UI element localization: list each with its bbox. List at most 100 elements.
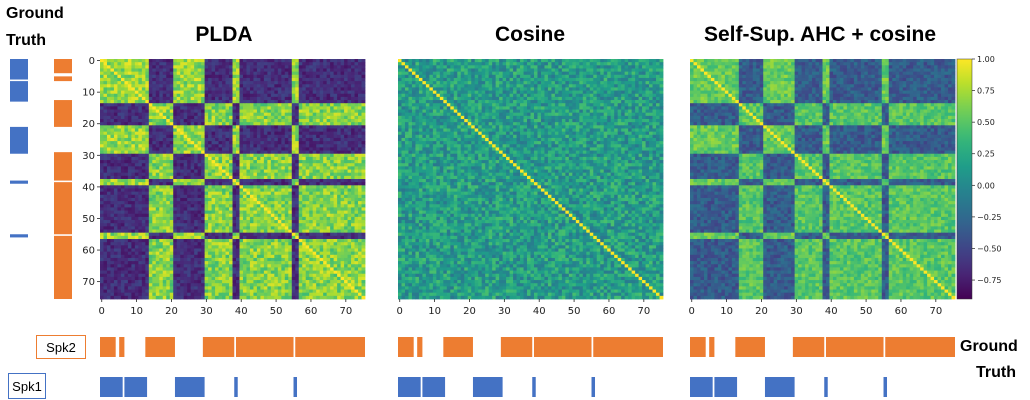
heatmap-cell (187, 90, 192, 95)
heatmap-cell (347, 134, 352, 139)
heatmap-cell (148, 232, 153, 237)
heatmap-cell (358, 232, 362, 237)
heatmap-cell (169, 153, 174, 158)
heatmap-cell (267, 179, 272, 183)
heatmap-cell (190, 210, 195, 215)
heatmap-cell (312, 182, 317, 186)
heatmap-cell (288, 166, 293, 170)
heatmap-cell (288, 93, 293, 98)
heatmap-cell (194, 68, 199, 73)
heatmap-cell (218, 87, 223, 91)
heatmap-cell (277, 251, 282, 256)
heatmap-cell (344, 71, 348, 76)
heatmap-cell (204, 109, 209, 114)
heatmap-cell (340, 242, 345, 246)
heatmap-cell (312, 81, 317, 85)
heatmap-cell (106, 179, 111, 183)
heatmap-cell (145, 131, 150, 136)
heatmap-cell (323, 141, 328, 145)
heatmap-cell (239, 264, 244, 268)
heatmap-cell (229, 134, 233, 139)
heatmap-cell (302, 103, 307, 107)
heatmap-cell (218, 251, 223, 256)
heatmap-cell (127, 220, 132, 224)
heatmap-cell (323, 172, 328, 177)
heatmap-cell (166, 175, 171, 180)
heatmap-cell (333, 257, 338, 262)
heatmap-cell (138, 216, 143, 221)
heatmap-cell (180, 125, 185, 129)
heatmap-cell (215, 59, 219, 63)
heatmap-cell (270, 90, 275, 95)
heatmap-cell (117, 213, 122, 218)
heatmap-cell (208, 84, 212, 88)
heatmap-cell (225, 226, 230, 230)
heatmap-cell (138, 188, 143, 193)
heatmap-cell (256, 163, 261, 167)
heatmap-cell (113, 242, 118, 246)
heatmap-cell (113, 87, 118, 91)
heatmap-cell (194, 248, 199, 253)
heatmap-cell (124, 191, 129, 196)
heatmap-cell (326, 96, 331, 101)
heatmap-cell (305, 201, 310, 205)
heatmap-cell (204, 134, 209, 139)
heatmap-cell (354, 153, 359, 158)
heatmap-cell (218, 248, 223, 253)
heatmap-cell (344, 59, 348, 63)
heatmap-cell (333, 100, 338, 104)
heatmap-cell (347, 204, 352, 208)
heatmap-cell (246, 179, 251, 183)
heatmap-cell (222, 112, 226, 117)
heatmap-cell (326, 81, 331, 85)
heatmap-cell (351, 100, 355, 104)
heatmap-cell (103, 223, 108, 227)
heatmap-cell (113, 137, 118, 142)
heatmap-cell (159, 220, 164, 224)
heatmap-cell (260, 122, 265, 126)
heatmap-cell (263, 62, 268, 66)
heatmap-cell (127, 144, 132, 148)
heatmap-cell (152, 194, 157, 199)
heatmap-cell (127, 232, 132, 237)
heatmap-cell (333, 179, 338, 183)
heatmap-cell (263, 84, 268, 88)
heatmap-cell (208, 210, 212, 215)
heatmap-cell (201, 226, 206, 230)
heatmap-cell (330, 103, 335, 107)
heatmap-cell (169, 137, 174, 142)
heatmap-cell (215, 90, 219, 95)
heatmap-cell (173, 248, 178, 253)
heatmap-cell (152, 134, 157, 139)
heatmap-cell (169, 169, 174, 174)
heatmap-cell (309, 204, 314, 208)
heatmap-cell (319, 81, 324, 85)
heatmap-cell (145, 153, 150, 158)
heatmap-cell (145, 156, 150, 161)
heatmap-cell (155, 207, 160, 211)
heatmap-cell (326, 163, 331, 167)
heatmap-cell (187, 239, 192, 243)
heatmap-cell (351, 160, 355, 164)
heatmap-cell (155, 248, 160, 253)
heatmap-cell (281, 87, 286, 91)
heatmap-cell (124, 251, 129, 256)
heatmap-cell (344, 109, 348, 114)
heatmap-cell (103, 197, 108, 202)
heatmap-cell (120, 248, 125, 253)
heatmap-cell (277, 59, 282, 63)
heatmap-cell (330, 160, 335, 164)
heatmap-cell (242, 119, 247, 123)
heatmap-cell (187, 179, 192, 183)
heatmap-cell (138, 119, 143, 123)
heatmap-cell (330, 150, 335, 155)
heatmap-cell (222, 229, 226, 234)
heatmap-cell (155, 226, 160, 230)
heatmap-cell (183, 90, 188, 95)
heatmap-cell (222, 77, 226, 82)
heatmap-cell (225, 210, 230, 215)
heatmap-cell (131, 77, 136, 82)
heatmap-cell (110, 261, 115, 265)
heatmap-cell (281, 163, 286, 167)
heatmap-cell (138, 77, 143, 82)
